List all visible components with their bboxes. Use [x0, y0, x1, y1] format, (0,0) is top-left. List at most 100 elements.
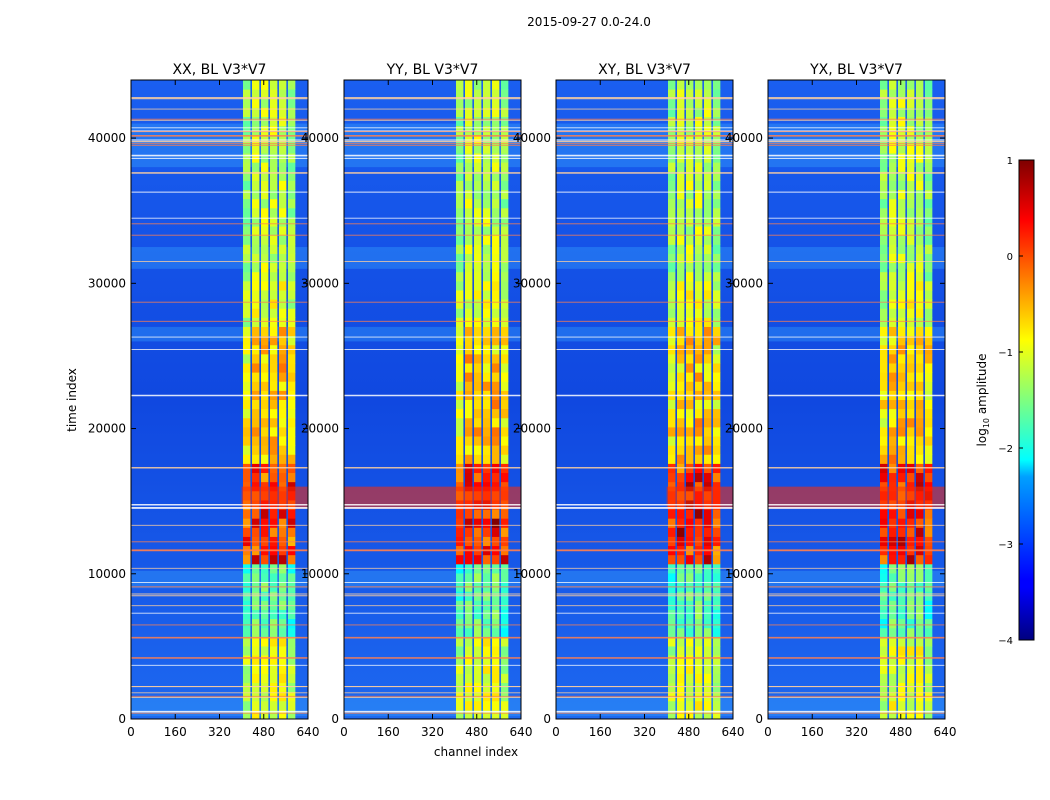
data-cell [491, 353, 500, 364]
data-cell [464, 162, 473, 172]
interference-band-glow [666, 486, 733, 509]
data-cell [685, 143, 694, 154]
data-cell [500, 709, 509, 720]
colorbar-tick-label: −3 [998, 540, 1013, 551]
data-cell [251, 426, 260, 437]
data-cell [694, 417, 703, 428]
data-cell [668, 289, 676, 300]
data-cell [915, 399, 924, 410]
data-cell [712, 198, 721, 209]
data-cell [685, 80, 694, 90]
data-cell [456, 244, 464, 254]
data-cell [712, 527, 721, 537]
data-cell [491, 445, 500, 455]
data-cell [482, 436, 491, 446]
data-cell [880, 682, 888, 693]
data-cell [694, 216, 703, 227]
data-cell [278, 226, 287, 236]
data-cell [906, 600, 915, 610]
data-cell [888, 408, 897, 419]
data-cell [906, 454, 915, 464]
data-cell [456, 153, 464, 163]
data-cell [694, 89, 703, 99]
data-cell [897, 353, 906, 364]
data-cell [456, 408, 464, 419]
data-cell [473, 271, 482, 282]
data-cell [491, 80, 500, 90]
data-cell [703, 600, 712, 610]
data-cell [482, 709, 491, 720]
data-cell [251, 655, 260, 665]
data-cell [251, 207, 260, 218]
data-cell [243, 627, 251, 638]
data-cell [712, 445, 721, 455]
data-cell [888, 280, 897, 291]
data-cell [278, 618, 287, 629]
colorbar-tick-label: 0 [1007, 252, 1013, 263]
data-cell [897, 636, 906, 647]
data-cell [287, 399, 296, 410]
data-cell [243, 426, 251, 437]
data-cell [243, 536, 251, 547]
data-cell [676, 600, 685, 610]
data-cell [897, 645, 906, 656]
y-tick-label: 30000 [513, 276, 551, 290]
data-cell [473, 709, 482, 720]
data-cell [915, 609, 924, 620]
data-cell [897, 518, 906, 528]
data-cell [269, 244, 278, 254]
data-cell [668, 655, 676, 665]
data-cell [703, 335, 712, 346]
panel-1: XX, BL V3*V7 0 160 320 480 640 0 10000 20000 3000… [88, 62, 320, 739]
data-cell [491, 335, 500, 346]
data-cell [906, 554, 915, 565]
x-tick-label: 0 [552, 725, 560, 739]
data-cell [482, 518, 491, 528]
data-cell [473, 80, 482, 90]
data-cell [668, 445, 676, 455]
data-cell [694, 509, 703, 519]
data-cell [491, 408, 500, 419]
data-cell [491, 700, 500, 711]
data-cell [888, 481, 897, 492]
data-cell [260, 709, 269, 720]
data-cell [668, 645, 676, 656]
data-cell [464, 107, 473, 118]
data-cell [668, 408, 676, 419]
y-tick-label: 20000 [301, 422, 339, 436]
data-cell [278, 472, 287, 483]
data-cell [464, 609, 473, 620]
data-cell [278, 362, 287, 373]
x-tick-label: 320 [208, 725, 231, 739]
data-cell [676, 216, 685, 227]
data-cell [906, 636, 915, 647]
data-cell [924, 509, 933, 519]
data-cell [287, 417, 296, 428]
data-cell [456, 107, 464, 118]
data-cell [473, 381, 482, 391]
data-cell [915, 627, 924, 638]
data-cell [915, 481, 924, 492]
data-cell [491, 98, 500, 108]
data-cell [260, 271, 269, 282]
data-cell [260, 627, 269, 638]
data-cell [473, 235, 482, 245]
data-cell [482, 600, 491, 610]
data-cell [703, 645, 712, 656]
data-cell [482, 417, 491, 428]
data-cell [473, 216, 482, 227]
data-cell [482, 454, 491, 464]
data-cell [712, 143, 721, 154]
data-cell [897, 335, 906, 346]
data-cell [924, 226, 933, 236]
data-cell [251, 125, 260, 136]
data-cell [456, 436, 464, 446]
data-cell [278, 636, 287, 647]
data-cell [287, 98, 296, 108]
data-cell [482, 271, 491, 282]
data-cell [676, 426, 685, 437]
data-cell [694, 244, 703, 254]
colorbar-tick-label: −2 [998, 444, 1013, 455]
data-cell [897, 317, 906, 327]
data-cell [712, 235, 721, 245]
